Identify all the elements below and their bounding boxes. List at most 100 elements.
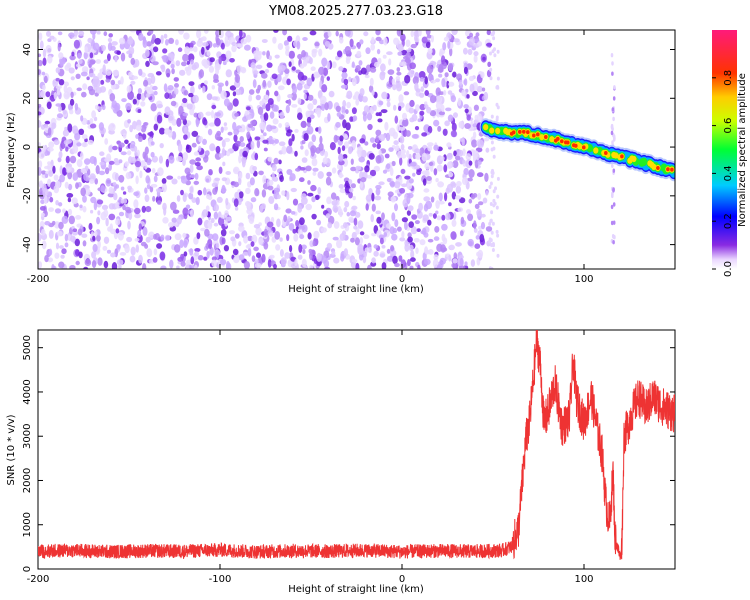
noise-speck: [324, 266, 331, 269]
noise-speck: [238, 254, 245, 261]
noise-speck: [289, 245, 293, 253]
noise-speck: [226, 150, 231, 157]
noise-speck: [312, 240, 316, 247]
noise-speck: [142, 39, 148, 48]
noise-speck: [348, 216, 354, 223]
noise-speck: [119, 252, 127, 256]
noise-speck: [180, 261, 186, 267]
noise-speck: [422, 214, 429, 222]
noise-speck: [161, 64, 166, 73]
colorbar-tick-label: 0.4: [723, 165, 734, 181]
noise-speck: [349, 210, 356, 217]
noise-speck: [463, 104, 469, 109]
noise-speck: [281, 145, 287, 155]
noise-speck: [362, 96, 368, 103]
noise-speck: [321, 255, 327, 264]
noise-speck: [116, 109, 123, 117]
noise-speck: [234, 233, 240, 239]
noise-speck: [436, 164, 443, 172]
noise-speck: [369, 137, 376, 143]
noise-speck: [107, 53, 111, 62]
ridge-blob: [620, 154, 624, 159]
noise-speck: [436, 215, 442, 221]
noise-speck: [165, 39, 169, 46]
noise-speck: [442, 42, 447, 51]
noise-speck: [446, 142, 452, 148]
snr-y-ticks: 0 1000 2000 3000 4000 5000: [22, 335, 675, 572]
noise-speck: [188, 81, 195, 86]
noise-speck: [144, 49, 150, 58]
noise-speck: [223, 122, 228, 127]
noise-speck: [209, 143, 216, 152]
noise-speck: [272, 36, 277, 44]
noise-speck: [122, 133, 127, 139]
noise-speck: [255, 227, 262, 236]
noise-speck: [233, 256, 240, 264]
noise-speck: [153, 175, 158, 183]
noise-speck: [381, 212, 385, 221]
noise-speck: [92, 75, 100, 86]
noise-speck: [325, 213, 331, 219]
noise-speck: [324, 40, 331, 47]
noise-speck: [193, 236, 199, 245]
noise-speck: [208, 169, 213, 176]
noise-speck: [250, 241, 255, 247]
noise-speck: [197, 255, 204, 261]
noise-speck: [408, 107, 414, 114]
noise-speck: [277, 85, 285, 91]
noise-speck: [137, 109, 142, 113]
noise-speck: [190, 256, 195, 265]
noise-speck: [182, 232, 187, 238]
noise-speck: [74, 132, 81, 141]
noise-speck: [355, 65, 361, 71]
noise-speck: [118, 142, 125, 148]
noise-speck: [107, 42, 113, 52]
noise-speck: [67, 197, 72, 203]
noise-speck: [480, 71, 485, 79]
noise-speck: [70, 76, 75, 81]
noise-speck: [423, 188, 430, 193]
noise-speck: [435, 177, 439, 183]
noise-speck: [112, 69, 120, 77]
noise-speck: [464, 108, 469, 114]
noise-speck: [437, 66, 444, 73]
noise-speck: [463, 167, 469, 176]
noise-speck: [175, 156, 183, 162]
noise-speck: [130, 57, 136, 65]
noise-speck: [421, 36, 428, 44]
noise-speck: [185, 204, 191, 209]
snr-frame: [37, 329, 676, 570]
noise-speck: [418, 71, 426, 79]
noise-speck: [365, 47, 371, 55]
noise-speck: [103, 236, 110, 244]
noise-speck: [263, 242, 269, 250]
noise-speck: [301, 139, 306, 145]
noise-speck: [339, 171, 343, 179]
noise-speck: [220, 259, 227, 266]
noise-speck: [441, 78, 446, 88]
noise-speck: [213, 222, 219, 227]
noise-speck: [57, 31, 63, 36]
noise-speck: [440, 244, 446, 253]
noise-speck: [284, 68, 290, 74]
noise-speck: [394, 262, 400, 268]
noise-speck: [218, 166, 223, 174]
noise-speck: [418, 30, 422, 37]
noise-speck: [496, 49, 500, 54]
noise-speck: [232, 248, 239, 256]
noise-speck: [256, 252, 261, 258]
noise-speck: [55, 200, 59, 206]
noise-speck: [375, 112, 380, 117]
noise-speck: [162, 48, 168, 54]
noise-speck: [394, 219, 399, 228]
noise-speck: [68, 32, 75, 38]
noise-speck: [271, 172, 275, 181]
noise-speck: [124, 161, 129, 167]
noise-speck: [311, 213, 317, 220]
noise-speck: [372, 104, 377, 112]
noise-speck: [278, 123, 282, 128]
noise-speck: [326, 60, 331, 70]
noise-speck: [111, 41, 118, 46]
spectrogram-y-ticks: -40 -20 0 20 40: [22, 43, 675, 253]
